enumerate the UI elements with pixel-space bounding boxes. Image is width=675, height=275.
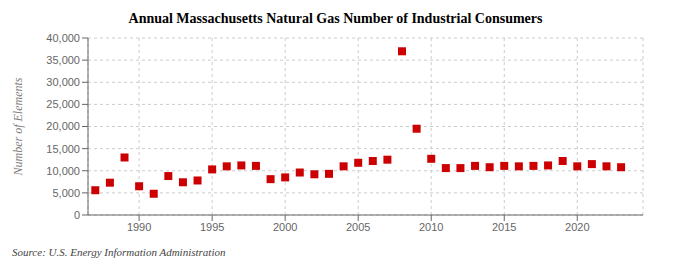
svg-text:30,000: 30,000 (46, 76, 80, 88)
svg-text:2020: 2020 (565, 221, 589, 233)
svg-text:Number of Elements: Number of Elements (11, 77, 25, 176)
svg-text:2005: 2005 (346, 221, 370, 233)
svg-text:1995: 1995 (200, 221, 224, 233)
svg-text:1990: 1990 (127, 221, 151, 233)
svg-text:0: 0 (74, 209, 80, 221)
svg-text:2015: 2015 (492, 221, 516, 233)
svg-text:40,000: 40,000 (46, 32, 80, 44)
svg-text:25,000: 25,000 (46, 98, 80, 110)
html-text:Annual Massachusetts Natural G: Annual Massachusetts Natural Gas Number … (128, 11, 543, 26)
svg-text:35,000: 35,000 (46, 54, 80, 66)
html-text:Source: U.S. Energy Informatio: Source: U.S. Energy Information Administ… (12, 246, 226, 258)
svg-text:5,000: 5,000 (52, 187, 80, 199)
svg-text:10,000: 10,000 (46, 165, 80, 177)
svg-text:2000: 2000 (273, 221, 297, 233)
svg-text:15,000: 15,000 (46, 143, 80, 155)
svg-text:20,000: 20,000 (46, 120, 80, 132)
svg-text:2010: 2010 (419, 221, 443, 233)
